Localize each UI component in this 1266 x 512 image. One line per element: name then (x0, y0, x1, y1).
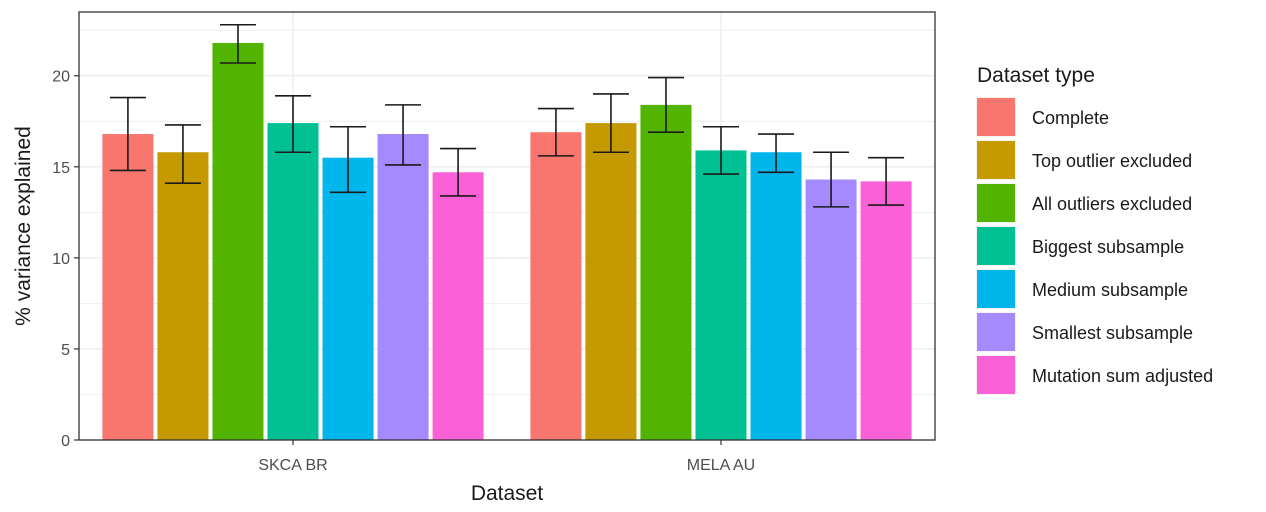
bar (377, 134, 429, 441)
legend-item: Medium subsample (976, 269, 1188, 309)
bar (212, 42, 264, 440)
legend-swatch (977, 356, 1015, 394)
y-tick-label: 20 (52, 69, 70, 86)
legend-label: Smallest subsample (1032, 323, 1193, 343)
error-bar (164, 124, 201, 184)
error-bar (330, 125, 367, 194)
x-tick-label: SKCA BR (258, 457, 327, 474)
error-bar (275, 94, 311, 154)
bar (860, 181, 912, 440)
y-tick-label: 10 (52, 251, 70, 268)
legend-label: All outliers excluded (1032, 194, 1192, 214)
legend-item: Biggest subsample (976, 226, 1184, 266)
x-axis-title: Dataset (471, 482, 544, 505)
bar (695, 150, 747, 440)
legend-label: Complete (1032, 108, 1109, 128)
legend-title: Dataset type (977, 64, 1095, 87)
bar (322, 157, 374, 440)
panel-border (78, 11, 936, 441)
x-tick-label: MELA AU (687, 457, 755, 474)
y-axis-title: % variance explained (12, 126, 35, 326)
bar (585, 123, 637, 440)
legend-item: All outliers excluded (976, 183, 1192, 223)
legend-swatch (977, 141, 1015, 179)
axis-layer: SKCA BR MELA AU 0 5 10 15 20 (52, 69, 755, 474)
y-tick-label: 0 (61, 433, 70, 450)
bar (640, 104, 692, 441)
legend-swatch (977, 98, 1015, 136)
legend-label: Medium subsample (1032, 280, 1188, 300)
bar (102, 134, 154, 441)
legend-items: Complete Top outlier excluded All outliers… (976, 97, 1213, 395)
bar-layer (102, 42, 912, 441)
legend-swatch (977, 270, 1015, 308)
bar (267, 123, 319, 440)
errorbar-layer (109, 23, 905, 208)
bar (750, 152, 802, 441)
error-bar (647, 76, 684, 134)
bar (530, 132, 582, 440)
bar (432, 172, 484, 440)
legend-swatch (977, 313, 1015, 351)
error-bar (219, 23, 256, 64)
legend-label: Biggest subsample (1032, 237, 1184, 257)
legend: Dataset type Complete Top outlier exclude… (976, 64, 1213, 395)
error-bar (537, 107, 574, 157)
error-bar (868, 156, 905, 206)
error-bar (813, 151, 850, 208)
bar (157, 152, 209, 441)
legend-label: Top outlier excluded (1032, 151, 1192, 171)
legend-item: Smallest subsample (976, 312, 1193, 352)
error-bar (385, 104, 422, 166)
error-bar (703, 125, 739, 175)
legend-swatch (977, 184, 1015, 222)
legend-item: Mutation sum adjusted (976, 355, 1213, 395)
error-bar (109, 96, 146, 172)
error-bar (758, 133, 795, 174)
error-bar (440, 147, 477, 197)
legend-item: Top outlier excluded (976, 140, 1192, 180)
legend-swatch (977, 227, 1015, 265)
error-bar (592, 93, 629, 154)
bar (805, 179, 857, 441)
legend-label: Mutation sum adjusted (1032, 366, 1213, 386)
legend-item: Complete (976, 97, 1109, 137)
y-tick-label: 15 (52, 160, 70, 177)
y-tick-label: 5 (61, 342, 70, 359)
